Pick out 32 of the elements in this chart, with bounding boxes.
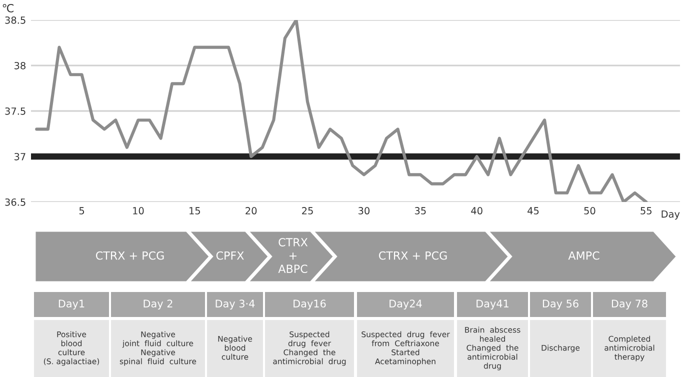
- x-tick-label: 40: [471, 207, 482, 214]
- y-tick-label: 36.5: [5, 198, 26, 206]
- text: AMPC: [568, 251, 600, 260]
- y-tick-label: 37: [14, 152, 26, 160]
- text: CTRX + ABPC: [278, 238, 308, 274]
- text: CTRX + PCG: [378, 251, 447, 260]
- x-tick-label: 15: [190, 207, 200, 214]
- x-tick-label: 55: [640, 207, 652, 214]
- line-series: [35, 20, 648, 202]
- text: Day 78: [612, 300, 648, 310]
- x-tick-label: 45: [528, 207, 539, 214]
- x-tick-label: 5: [79, 207, 84, 214]
- text: Day41: [476, 300, 508, 310]
- text: Day24: [390, 300, 422, 310]
- text: CTRX + PCG: [96, 251, 164, 260]
- x-tick-label: 50: [584, 207, 596, 214]
- x-tick-label: 30: [358, 207, 370, 214]
- text: Day 2: [144, 300, 172, 310]
- text: Day 56: [542, 300, 578, 310]
- text: CPFX: [216, 251, 244, 260]
- text: Day 3·4: [216, 300, 255, 310]
- x-tick-label: 10: [133, 207, 144, 214]
- y-axis-title: ℃: [2, 4, 14, 12]
- x-tick-label: 25: [302, 207, 313, 214]
- y-tick-label: 38.5: [5, 16, 26, 24]
- y-tick-label: 38: [14, 62, 26, 70]
- y-tick-label: 37.5: [5, 107, 26, 115]
- text: Day16: [294, 300, 326, 310]
- x-tick-label: 20: [246, 207, 257, 214]
- text: Day1: [58, 300, 84, 310]
- x-tick-label: 35: [414, 207, 426, 214]
- x-axis-title: Day: [662, 210, 680, 220]
